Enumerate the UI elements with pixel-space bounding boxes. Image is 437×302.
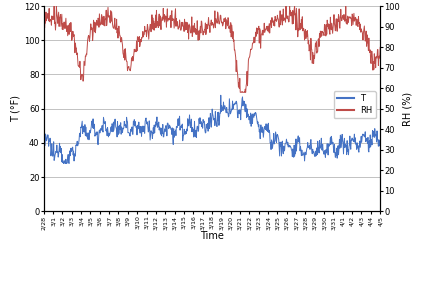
Y-axis label: RH (%): RH (%) — [403, 92, 413, 126]
RH — [291, 8, 297, 11]
RH — [185, 31, 191, 34]
Legend: T, RH: T, RH — [334, 91, 376, 118]
T — [41, 143, 46, 146]
T — [89, 125, 94, 129]
Line: T: T — [44, 95, 380, 163]
RH — [89, 28, 94, 31]
Line: RH: RH — [44, 6, 380, 92]
RH — [52, 4, 57, 8]
RH — [41, 9, 46, 13]
RH — [238, 91, 243, 94]
T — [291, 143, 297, 147]
T — [185, 117, 191, 120]
Y-axis label: T (°F): T (°F) — [11, 95, 21, 122]
T — [42, 143, 48, 147]
RH — [198, 24, 203, 28]
T — [198, 117, 203, 121]
RH — [42, 18, 48, 22]
T — [61, 162, 66, 165]
X-axis label: Time: Time — [200, 231, 224, 241]
T — [218, 93, 223, 97]
T — [378, 139, 383, 142]
RH — [378, 46, 383, 49]
RH — [283, 4, 288, 8]
T — [283, 141, 288, 145]
